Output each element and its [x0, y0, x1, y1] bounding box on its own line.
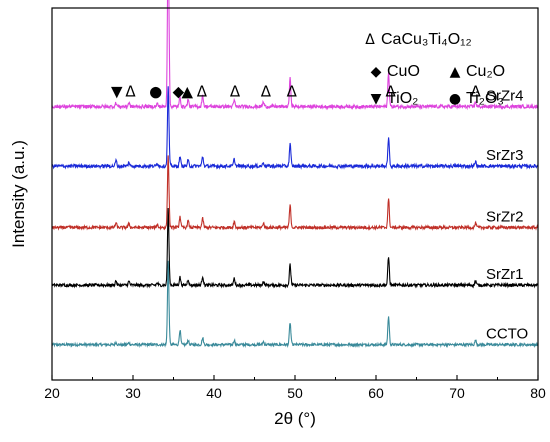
legend-symbol: ◆ — [371, 64, 382, 80]
phase-marker: Δ — [125, 83, 136, 101]
legend-label: Ti₂O₃ — [466, 90, 504, 107]
legend-label: TiO₂ — [387, 90, 418, 107]
phase-marker: Δ — [385, 83, 396, 101]
legend-label: Cu₂O — [466, 63, 505, 80]
legend-label: CuO — [387, 63, 420, 80]
plot-area — [51, 0, 539, 349]
legend-label: CaCu₃Ti₄O₁₂ — [381, 31, 472, 48]
phase-marker: Δ — [197, 83, 208, 101]
series-labels: CCTO SrZr1 SrZr2 SrZr3 SrZr4 — [486, 88, 528, 343]
x-tick-label: 60 — [368, 385, 384, 401]
phase-marker: ◆ — [173, 83, 185, 101]
phase-marker: ▲ — [181, 83, 193, 101]
series-label-srzr1: SrZr1 — [486, 266, 524, 283]
phase-marker: ▼ — [111, 83, 123, 101]
x-tick-label: 20 — [44, 385, 60, 401]
x-tick-label: 50 — [287, 385, 303, 401]
series-line-ccto — [51, 260, 539, 349]
series-label-srzr4: SrZr4 — [486, 88, 524, 105]
y-axis-title: Intensity (a.u.) — [9, 140, 28, 248]
series-label-srzr2: SrZr2 — [486, 208, 524, 225]
x-axis-ticks: 20 30 40 50 60 70 80 — [44, 375, 546, 401]
x-tick-label: 40 — [206, 385, 222, 401]
series-line-srzr3 — [51, 86, 539, 170]
legend-symbol: ● — [449, 91, 461, 107]
series-line-srzr2 — [51, 155, 539, 232]
phase-marker: Δ — [230, 83, 241, 101]
phase-marker: Δ — [261, 83, 272, 101]
series-line-srzr4 — [51, 0, 539, 111]
series-label-ccto: CCTO — [486, 326, 528, 343]
series-line-srzr1 — [51, 207, 539, 289]
phase-marker: Δ — [287, 83, 298, 101]
legend: Δ CaCu₃Ti₄O₁₂ ◆ CuO ▲ Cu₂O ▼ TiO₂ ● Ti₂O₃ — [365, 31, 505, 107]
series-label-srzr3: SrZr3 — [486, 147, 524, 164]
x-tick-label: 30 — [125, 385, 141, 401]
phase-marker: Δ — [470, 83, 481, 101]
x-tick-label: 80 — [530, 385, 546, 401]
x-axis-title: 2θ (°) — [274, 409, 316, 428]
legend-symbol: Δ — [365, 32, 375, 48]
x-tick-label: 70 — [449, 385, 465, 401]
legend-symbol: ▲ — [450, 64, 461, 80]
legend-symbol: ▼ — [371, 91, 382, 107]
phase-marker: ● — [149, 83, 162, 101]
